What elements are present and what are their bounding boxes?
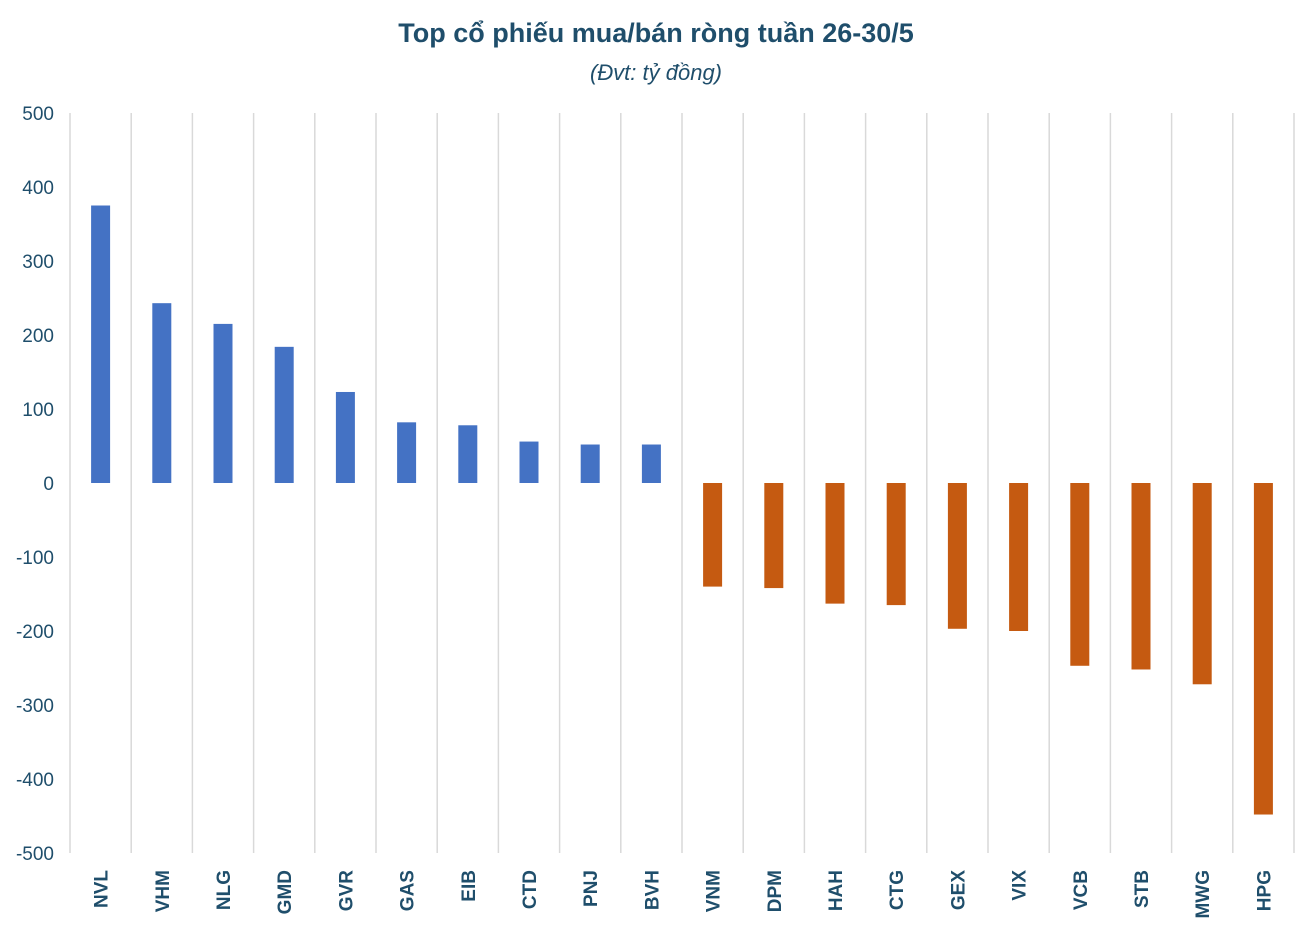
bar-vhm: [152, 303, 172, 483]
bar-bvh: [641, 444, 661, 483]
bar-eib: [458, 425, 478, 483]
category-label: PNJ: [581, 870, 602, 907]
category-label: VNM: [704, 870, 725, 912]
bar-hpg: [1253, 483, 1273, 815]
bar-hah: [825, 483, 845, 604]
bars: [91, 205, 1273, 815]
y-tick-label: 300: [22, 252, 54, 273]
category-label: VIX: [1010, 870, 1031, 901]
category-label: BVH: [642, 870, 663, 910]
category-label: VCB: [1071, 870, 1092, 910]
y-tick-label: -400: [16, 770, 54, 791]
gridlines: [69, 113, 1295, 853]
category-label: NLG: [214, 870, 235, 910]
bar-nvl: [91, 205, 111, 483]
x-axis-categories: NVL VHM NLG GMD GVR GAS EIB CTD PNJ BVH VNM DPM HAH C…: [92, 870, 1276, 919]
bar-dpm: [764, 483, 784, 589]
y-tick-label: -100: [16, 548, 54, 569]
category-label: GMD: [275, 870, 296, 914]
category-label: DPM: [765, 870, 786, 912]
bar-gex: [947, 483, 967, 629]
bar-nlg: [213, 323, 233, 483]
chart-subtitle: (Đvt: tỷ đồng): [589, 60, 723, 85]
y-tick-label: -200: [16, 622, 54, 643]
category-label: VHM: [153, 870, 174, 912]
y-tick-label: 0: [43, 474, 54, 495]
category-label: NVL: [92, 870, 113, 908]
bar-gvr: [335, 391, 355, 483]
y-tick-label: -500: [16, 844, 54, 865]
category-label: HPG: [1254, 870, 1275, 911]
y-tick-label: 500: [22, 104, 54, 125]
category-label: MWG: [1193, 870, 1214, 919]
category-label: GEX: [948, 870, 969, 910]
chart-title: Top cổ phiếu mua/bán ròng tuần 26-30/5: [398, 18, 914, 48]
category-label: GAS: [398, 870, 419, 911]
bar-pnj: [580, 444, 600, 483]
bar-ctg: [886, 483, 906, 606]
category-label: CTG: [887, 870, 908, 910]
bar-vcb: [1070, 483, 1090, 666]
bar-gmd: [274, 346, 294, 483]
category-label: HAH: [826, 870, 847, 911]
y-axis-ticks: 500 400 300 200 100 0 -100 -200 -300 -400 -500: [16, 104, 54, 865]
y-tick-label: -300: [16, 696, 54, 717]
bar-mwg: [1192, 483, 1212, 685]
y-tick-label: 100: [22, 400, 54, 421]
bar-gas: [397, 422, 417, 483]
y-tick-label: 200: [22, 326, 54, 347]
bar-stb: [1131, 483, 1151, 670]
bar-vnm: [703, 483, 723, 587]
category-label: GVR: [336, 870, 357, 911]
category-label: STB: [1132, 870, 1153, 908]
category-label: EIB: [459, 870, 480, 902]
y-tick-label: 400: [22, 178, 54, 199]
bar-vix: [1009, 483, 1029, 631]
bar-ctd: [519, 441, 539, 483]
category-label: CTD: [520, 870, 541, 909]
